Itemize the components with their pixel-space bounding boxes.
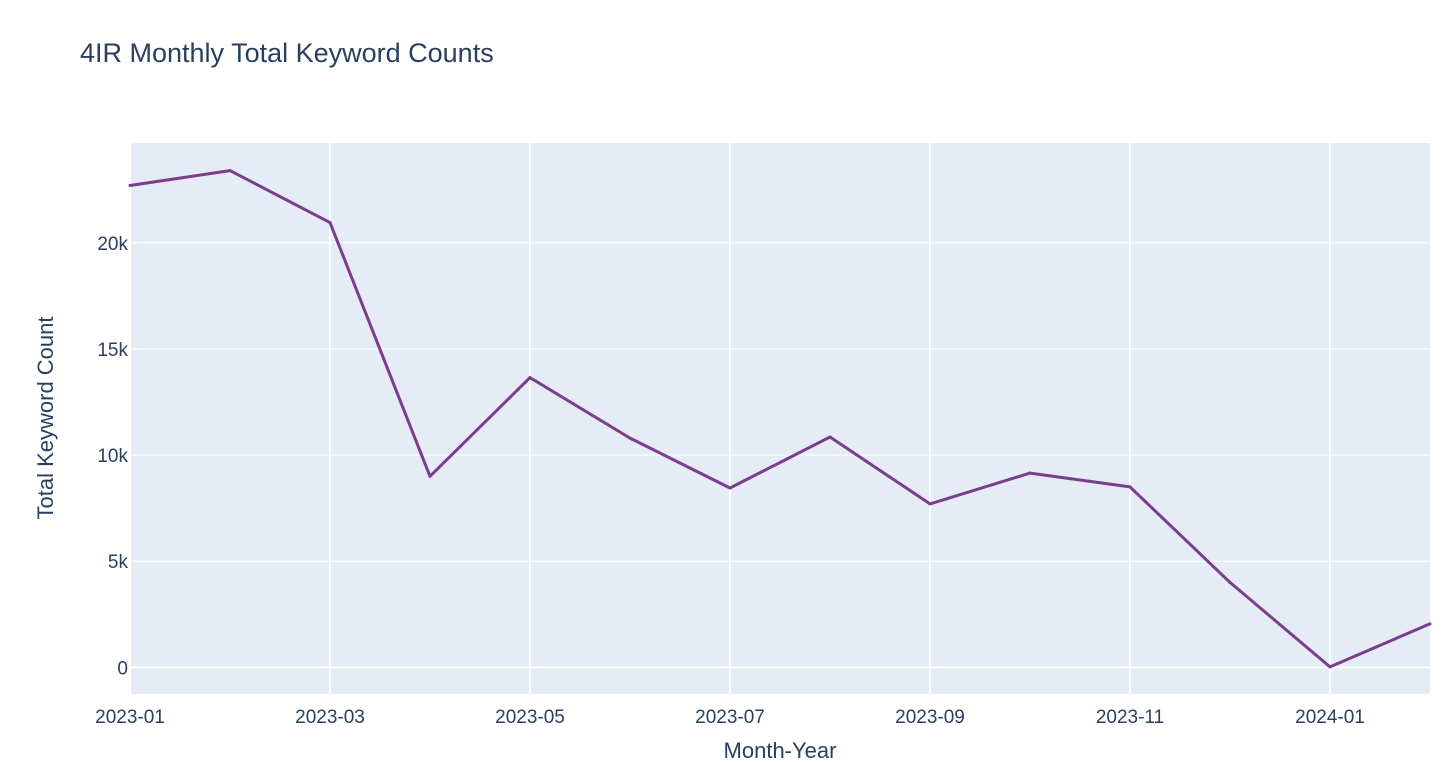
x-tick-label: 2023-11 — [1096, 707, 1164, 728]
x-tick-label: 2023-09 — [895, 707, 965, 728]
data-point — [1328, 665, 1332, 669]
data-point — [628, 436, 632, 440]
data-point — [928, 502, 932, 506]
y-tick-label: 5k — [108, 552, 129, 573]
data-point — [1228, 580, 1232, 584]
y-axis-title: Total Keyword Count — [33, 317, 58, 520]
data-point — [728, 486, 732, 490]
x-axis-ticks: 2023-01 2023-03 2023-05 2023-07 2023-09 2023-… — [95, 707, 1365, 728]
x-tick-label: 2023-03 — [295, 707, 365, 728]
x-tick-label: 2023-05 — [495, 707, 565, 728]
y-tick-label: 20k — [97, 234, 128, 255]
data-point — [1028, 471, 1032, 475]
data-point — [528, 376, 532, 380]
y-tick-label: 15k — [97, 340, 128, 361]
y-tick-label: 10k — [97, 446, 128, 467]
y-tick-label: 0 — [117, 658, 128, 679]
data-point — [1428, 622, 1432, 626]
x-axis-title: Month-Year — [724, 738, 837, 762]
x-tick-label: 2023-07 — [695, 707, 765, 728]
series-line — [129, 169, 1431, 669]
plot-background — [130, 143, 1430, 694]
grid-lines — [129, 143, 1430, 694]
x-tick-label: 2024-01 — [1295, 707, 1365, 728]
chart-title: 4IR Monthly Total Keyword Counts — [80, 38, 494, 68]
y-axis-ticks: 0 5k 10k 15k 20k — [97, 234, 128, 680]
x-tick-label: 2023-01 — [95, 707, 165, 728]
data-point — [428, 474, 432, 478]
data-point — [328, 221, 332, 225]
data-point — [828, 435, 832, 439]
data-point — [228, 169, 232, 173]
data-point — [128, 183, 132, 187]
data-point — [1128, 485, 1132, 489]
series-layer — [128, 169, 1432, 669]
